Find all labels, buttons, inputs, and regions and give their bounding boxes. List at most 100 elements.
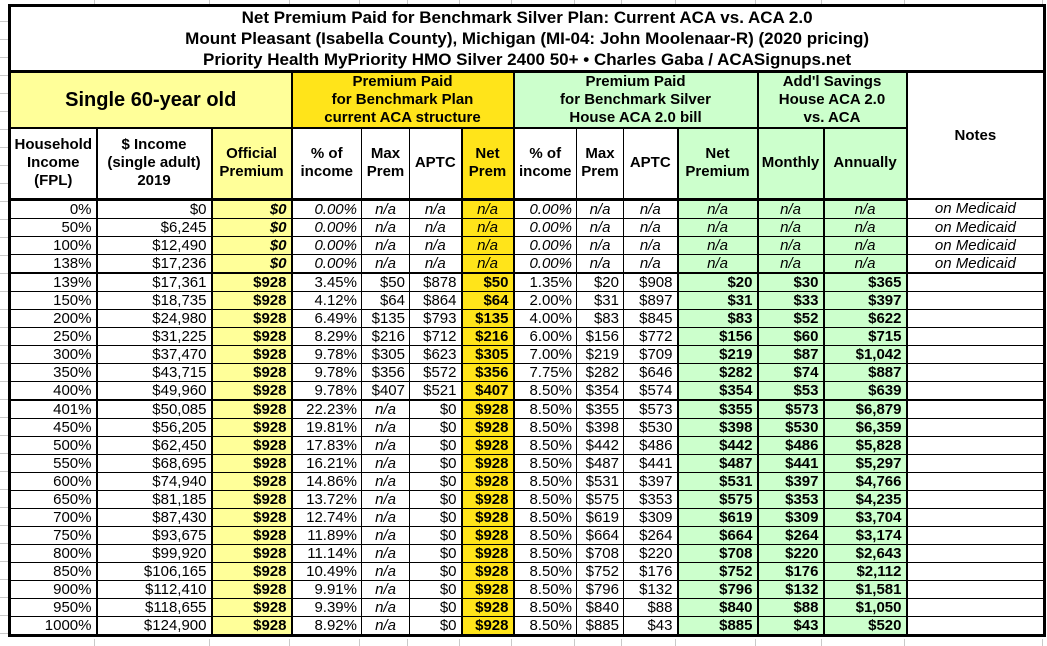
cell-pct1: 9.78% (290, 380, 362, 400)
cell-net2: $398 (676, 417, 758, 437)
gridline-cell (756, 0, 822, 4)
title-block-row: Net Premium Paid for Benchmark Silver Pl… (8, 5, 1046, 73)
cell-pct1: 13.72% (290, 489, 362, 509)
cell-annually: $397 (822, 290, 908, 310)
gridline-cell (408, 639, 460, 646)
cell-max2: $664 (576, 525, 624, 545)
cell-aptc1: $878 (409, 271, 462, 292)
cell-net1: n/a (460, 235, 515, 255)
table-row: 550% $68,695 $928 16.21% n/a $0 $928 8.50% $487 $… (9, 453, 1046, 473)
colhead-savings-annually: Annually (822, 127, 908, 201)
cell-monthly: $220 (756, 543, 824, 563)
gridline-cell (460, 639, 512, 646)
cell-note (905, 380, 1046, 400)
cell-net1: $928 (460, 398, 515, 419)
cell-note (905, 417, 1046, 437)
gridline-cell (95, 0, 210, 4)
group-header-single-60: Single 60-year old (9, 71, 292, 129)
cell-annually: $3,704 (822, 507, 908, 527)
cell-fpl: 500% (9, 435, 97, 455)
cell-pct2: 8.50% (513, 543, 577, 563)
gridline-cell (575, 639, 622, 646)
cell-official: $928 (210, 344, 292, 364)
cell-aptc2: n/a (623, 198, 678, 219)
cell-fpl: 300% (9, 344, 97, 364)
cell-income: $6,245 (95, 217, 212, 237)
cell-net1: $928 (460, 435, 515, 455)
cell-monthly: $33 (756, 290, 824, 310)
cell-max1: n/a (361, 615, 410, 636)
table-row: 1000% $124,900 $928 8.92% n/a $0 $928 8.50% $885… (9, 615, 1046, 636)
cell-net1: $928 (460, 543, 515, 563)
cell-note (905, 597, 1046, 617)
cell-pct2: 2.00% (513, 290, 577, 310)
cell-official: $0 (210, 217, 292, 237)
gridline-cell (210, 639, 290, 646)
gridline-cell (290, 0, 360, 4)
cell-max2: $885 (576, 615, 624, 636)
table-row: 401% $50,085 $928 22.23% n/a $0 $928 8.50% $355 $… (9, 398, 1046, 419)
cell-pct1: 16.21% (290, 453, 362, 473)
cell-aptc2: $573 (623, 398, 678, 419)
cell-official: $928 (210, 525, 292, 545)
colhead-aca2-net-premium: Net Premium (676, 127, 758, 201)
gridline-cell (822, 0, 905, 4)
cell-net2: $354 (676, 380, 758, 400)
cell-note (905, 362, 1046, 382)
cell-note (905, 507, 1046, 527)
cell-aptc1: $0 (409, 489, 462, 509)
table-row: 900% $112,410 $928 9.91% n/a $0 $928 8.50% $796 $… (9, 579, 1046, 599)
cell-pct2: 8.50% (513, 579, 577, 599)
cell-net2: $282 (676, 362, 758, 382)
cell-net2: n/a (676, 217, 758, 237)
cell-net2: $575 (676, 489, 758, 509)
cell-pct2: 6.00% (513, 326, 577, 346)
cell-max2: $282 (576, 362, 624, 382)
cell-max2: $752 (576, 561, 624, 581)
cell-aptc2: $176 (623, 561, 678, 581)
cell-pct1: 0.00% (290, 198, 362, 219)
cell-aptc1: $712 (409, 326, 462, 346)
gridline-cell (8, 0, 95, 4)
colhead-aca-max-prem: Max Prem (361, 127, 410, 201)
cell-official: $928 (210, 417, 292, 437)
cell-net1: $135 (460, 308, 515, 328)
cell-max1: $135 (361, 308, 410, 328)
cell-net2: $885 (676, 615, 758, 636)
table-row: 800% $99,920 $928 11.14% n/a $0 $928 8.50% $708 $… (9, 543, 1046, 563)
cell-income: $50,085 (95, 398, 212, 419)
cell-fpl: 850% (9, 561, 97, 581)
cell-official: $928 (210, 362, 292, 382)
colhead-aca-pct-of-income: % of income (290, 127, 362, 201)
cell-monthly: $88 (756, 597, 824, 617)
cell-annually: n/a (822, 198, 908, 219)
cell-income: $106,165 (95, 561, 212, 581)
gridline-cell (756, 639, 822, 646)
cell-net1: $50 (460, 271, 515, 292)
gridline-cell (408, 0, 460, 4)
cell-net1: $928 (460, 417, 515, 437)
cell-aptc2: $574 (623, 380, 678, 400)
cell-note (905, 525, 1046, 545)
cell-note: on Medicaid (905, 198, 1046, 219)
cell-net2: $83 (676, 308, 758, 328)
cell-net2: n/a (676, 198, 758, 219)
cell-pct2: 8.50% (513, 489, 577, 509)
spreadsheet-top-margin (8, 0, 1043, 4)
cell-official: $928 (210, 543, 292, 563)
cell-net2: $31 (676, 290, 758, 310)
group-header-addl-savings: Add'l Savings House ACA 2.0 vs. ACA (757, 71, 908, 129)
cell-aptc2: $132 (623, 579, 678, 599)
cell-official: $928 (210, 271, 292, 292)
cell-note (905, 561, 1046, 581)
cell-aptc2: n/a (623, 253, 678, 273)
cell-aptc2: $88 (623, 597, 678, 617)
gridline-cell (622, 0, 676, 4)
cell-annually: n/a (822, 253, 908, 273)
spreadsheet-left-margin (0, 4, 8, 639)
cell-official: $928 (210, 308, 292, 328)
cell-pct2: 8.50% (513, 561, 577, 581)
cell-pct1: 0.00% (290, 235, 362, 255)
cell-net1: $928 (460, 615, 515, 636)
table-row: 150% $18,735 $928 4.12% $64 $864 $64 2.00% $31 $8… (9, 290, 1046, 310)
